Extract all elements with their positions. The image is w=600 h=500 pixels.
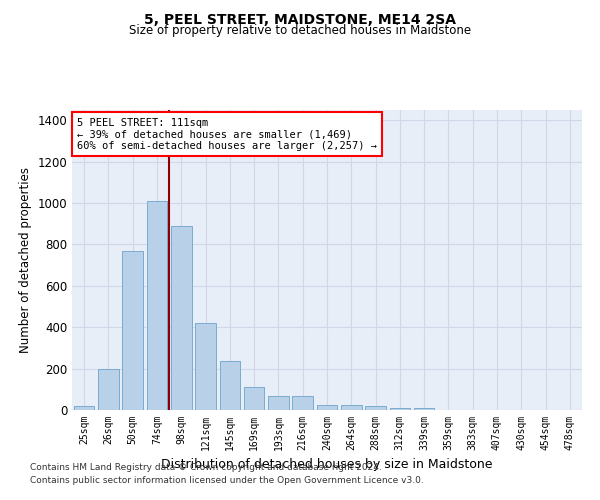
Bar bbox=[244, 387, 265, 410]
Bar bbox=[74, 406, 94, 410]
Bar bbox=[220, 362, 240, 410]
Bar bbox=[292, 396, 313, 410]
Text: Contains HM Land Registry data © Crown copyright and database right 2024.: Contains HM Land Registry data © Crown c… bbox=[30, 464, 382, 472]
Text: 5 PEEL STREET: 111sqm
← 39% of detached houses are smaller (1,469)
60% of semi-d: 5 PEEL STREET: 111sqm ← 39% of detached … bbox=[77, 118, 377, 150]
Text: Contains public sector information licensed under the Open Government Licence v3: Contains public sector information licen… bbox=[30, 476, 424, 485]
Text: Size of property relative to detached houses in Maidstone: Size of property relative to detached ho… bbox=[129, 24, 471, 37]
Bar bbox=[195, 323, 216, 410]
Bar bbox=[146, 201, 167, 410]
Bar bbox=[122, 250, 143, 410]
Bar bbox=[268, 396, 289, 410]
Bar bbox=[98, 368, 119, 410]
Bar bbox=[171, 226, 191, 410]
Bar bbox=[365, 406, 386, 410]
Y-axis label: Number of detached properties: Number of detached properties bbox=[19, 167, 32, 353]
Text: 5, PEEL STREET, MAIDSTONE, ME14 2SA: 5, PEEL STREET, MAIDSTONE, ME14 2SA bbox=[144, 12, 456, 26]
Bar bbox=[389, 408, 410, 410]
Bar bbox=[414, 408, 434, 410]
Bar bbox=[317, 405, 337, 410]
Bar bbox=[341, 405, 362, 410]
X-axis label: Distribution of detached houses by size in Maidstone: Distribution of detached houses by size … bbox=[161, 458, 493, 471]
